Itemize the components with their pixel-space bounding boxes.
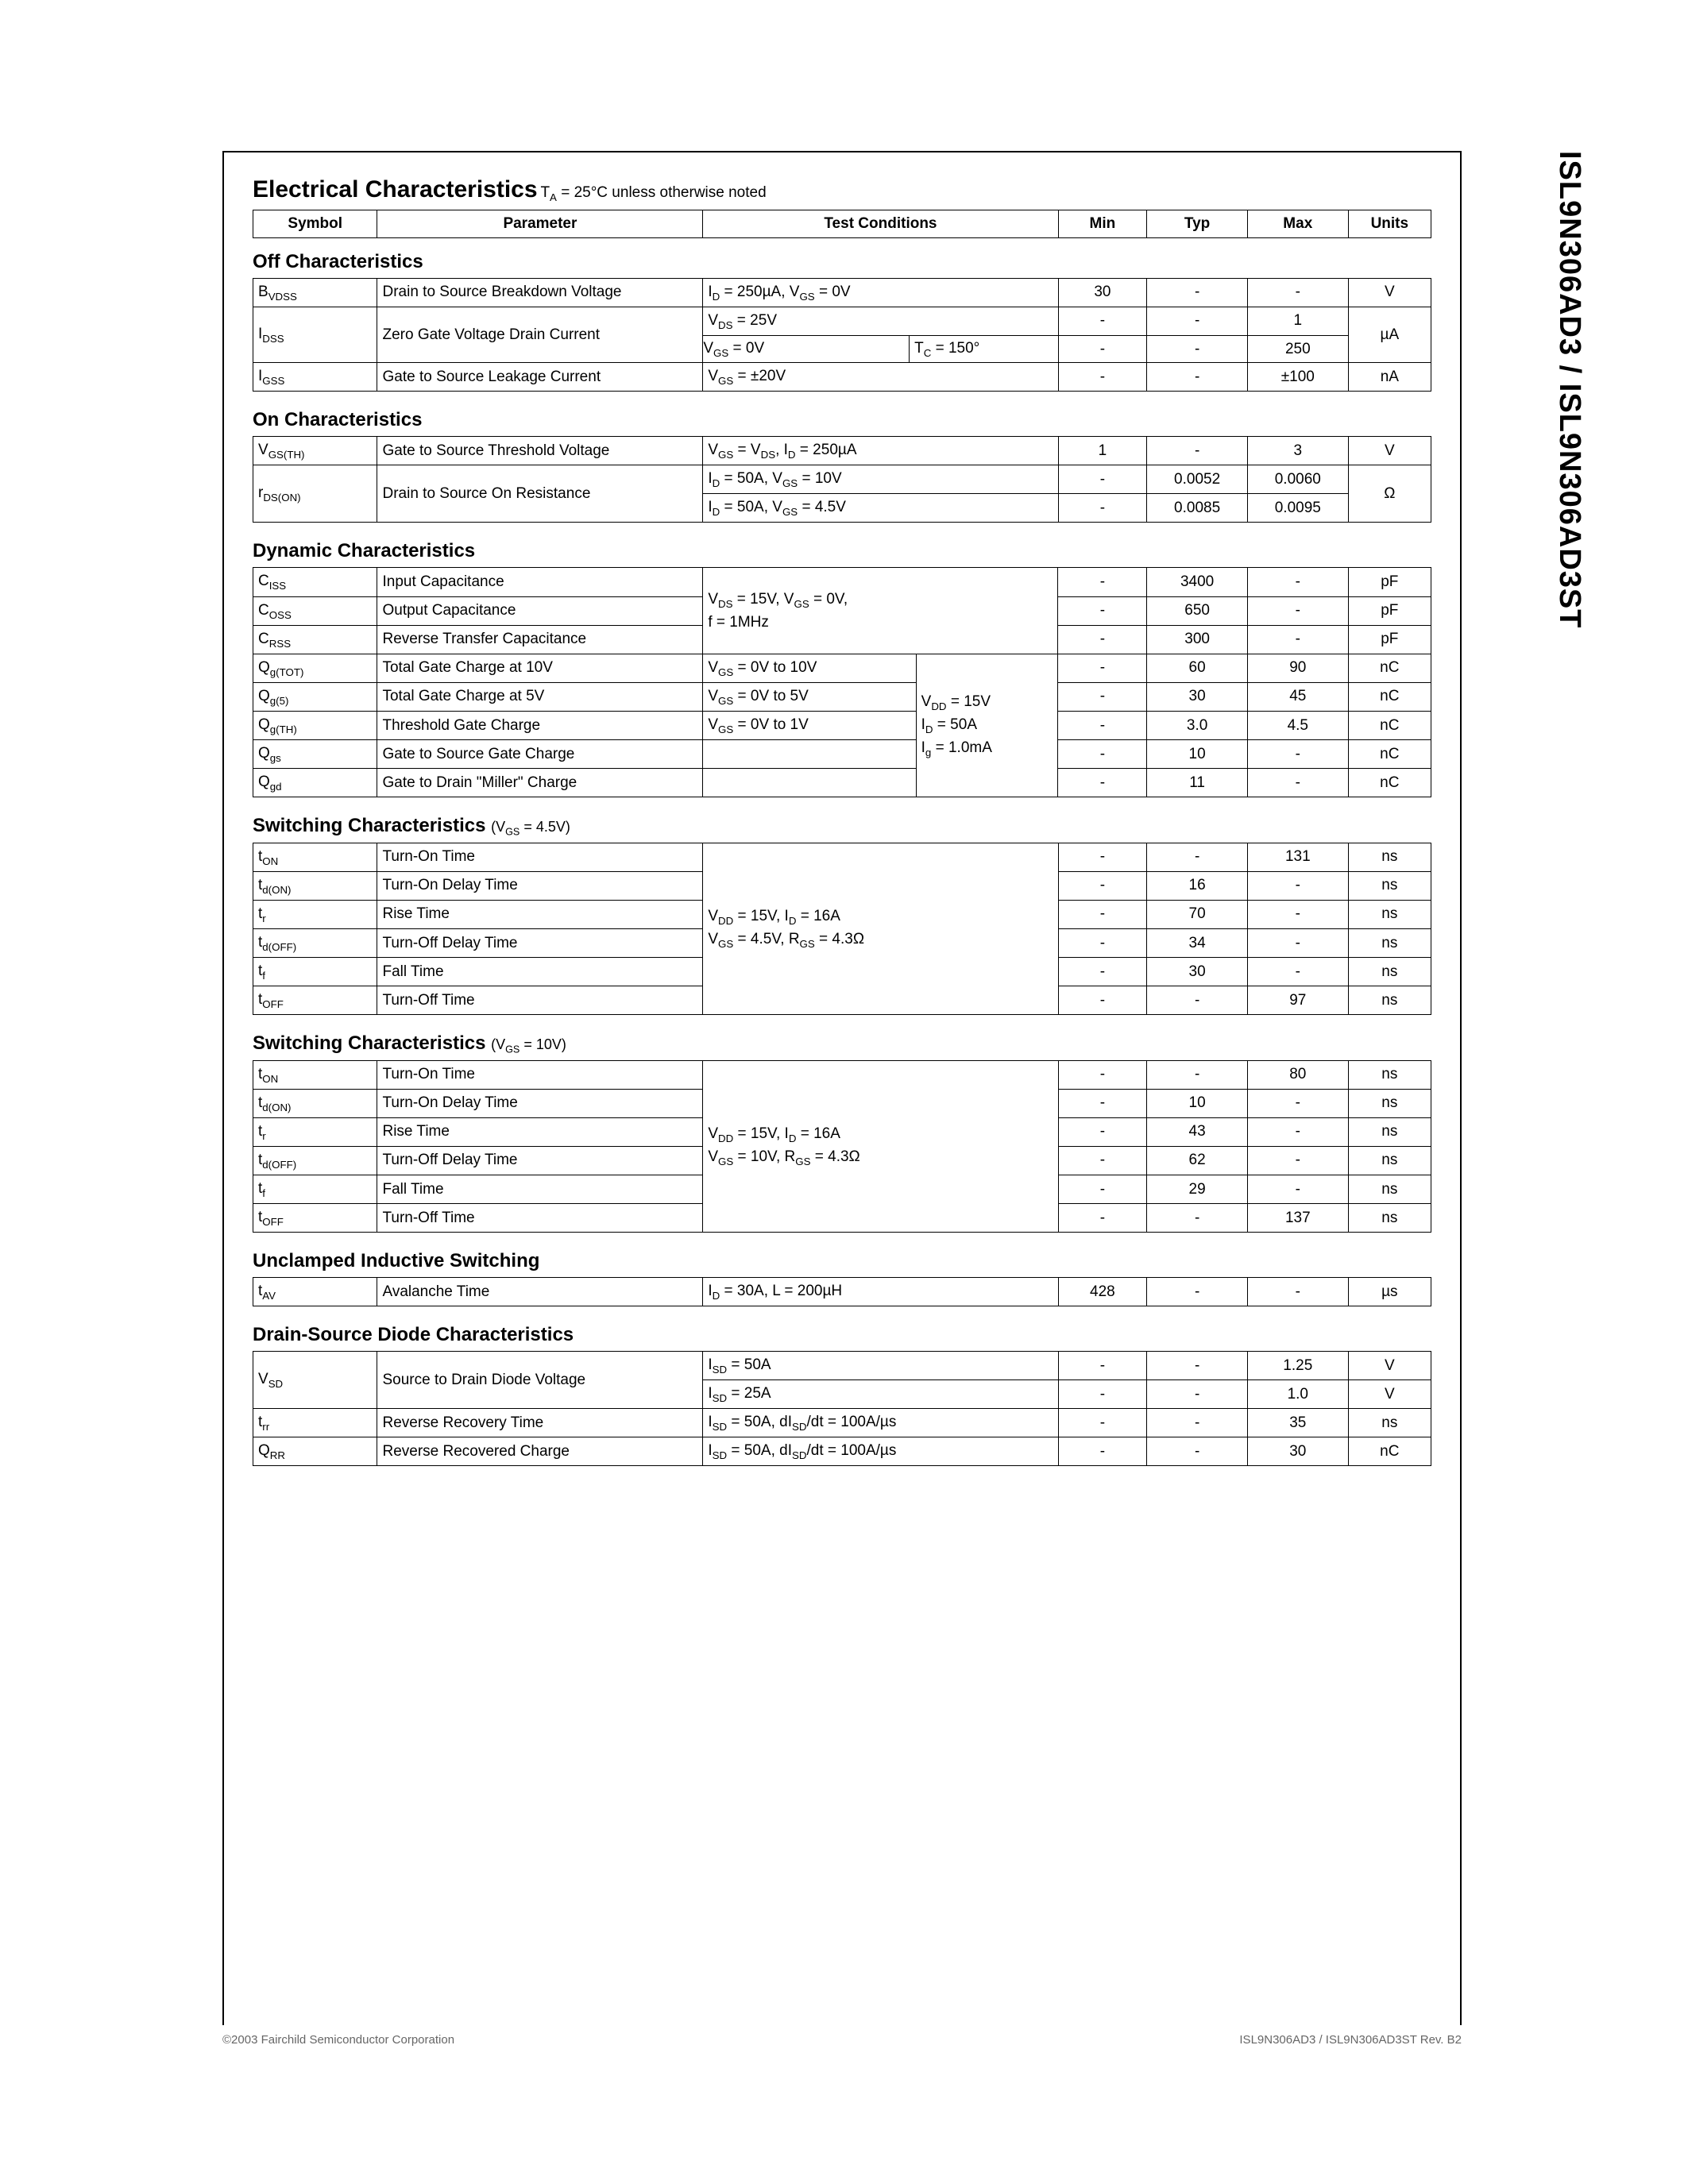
sw45-table: tONTurn-On Time VDD = 15V, ID = 16AVGS =… <box>253 843 1431 1015</box>
table-row: Qg(5)Total Gate Charge at 5VVGS = 0V to … <box>253 682 1431 711</box>
th-cond: Test Conditions <box>703 210 1058 238</box>
section-off: Off Characteristics <box>253 251 1431 273</box>
section-on: On Characteristics <box>253 409 1431 431</box>
table-row: IGSS Gate to Source Leakage Current VGS … <box>253 363 1431 392</box>
table-row: tONTurn-On Time VDD = 15V, ID = 16AVGS =… <box>253 843 1431 871</box>
off-table: BVDSS Drain to Source Breakdown Voltage … <box>253 278 1431 392</box>
table-row: QgdGate to Drain "Miller" Charge -11-nC <box>253 768 1431 797</box>
table-row: QRR Reverse Recovered Charge ISD = 50A, … <box>253 1437 1431 1466</box>
table-row: IDSS Zero Gate Voltage Drain Current VDS… <box>253 307 1431 335</box>
table-row: BVDSS Drain to Source Breakdown Voltage … <box>253 278 1431 307</box>
footer-copyright: ©2003 Fairchild Semiconductor Corporatio… <box>222 2033 454 2047</box>
th-units: Units <box>1348 210 1431 238</box>
sw10-table: tONTurn-On Time VDD = 15V, ID = 16AVGS =… <box>253 1060 1431 1233</box>
section-sw10: Switching Characteristics (VGS = 10V) <box>253 1032 1431 1055</box>
table-row: tONTurn-On Time VDD = 15V, ID = 16AVGS =… <box>253 1060 1431 1089</box>
diode-table: VSD Source to Drain Diode Voltage ISD = … <box>253 1351 1431 1466</box>
th-typ: Typ <box>1147 210 1248 238</box>
section-sw45: Switching Characteristics (VGS = 4.5V) <box>253 815 1431 838</box>
table-row: rDS(ON) Drain to Source On Resistance ID… <box>253 465 1431 494</box>
th-max: Max <box>1247 210 1348 238</box>
section-dyn: Dynamic Characteristics <box>253 540 1431 562</box>
dyn-table: CISS Input Capacitance VDS = 15V, VGS = … <box>253 567 1431 797</box>
footer-revision: ISL9N306AD3 / ISL9N306AD3ST Rev. B2 <box>1239 2033 1462 2047</box>
section-diode: Drain-Source Diode Characteristics <box>253 1324 1431 1346</box>
table-row: Qg(TOT)Total Gate Charge at 10V VGS = 0V… <box>253 654 1431 682</box>
page-frame: Electrical Characteristics TA = 25°C unl… <box>222 151 1462 2025</box>
table-row: Qg(TH)Threshold Gate ChargeVGS = 0V to 1… <box>253 711 1431 739</box>
th-parameter: Parameter <box>377 210 703 238</box>
table-row: CISS Input Capacitance VDS = 15V, VGS = … <box>253 568 1431 596</box>
on-table: VGS(TH) Gate to Source Threshold Voltage… <box>253 436 1431 523</box>
header-table: Symbol Parameter Test Conditions Min Typ… <box>253 210 1431 238</box>
th-symbol: Symbol <box>253 210 377 238</box>
table-row: VGS(TH) Gate to Source Threshold Voltage… <box>253 437 1431 465</box>
table-row: trr Reverse Recovery Time ISD = 50A, dIS… <box>253 1409 1431 1437</box>
table-row: tAV Avalanche Time ID = 30A, L = 200µH 4… <box>253 1277 1431 1306</box>
part-number-sidebar: ISL9N306AD3 / ISL9N306AD3ST <box>1539 151 1586 786</box>
table-row: QgsGate to Source Gate Charge -10-nC <box>253 739 1431 768</box>
table-row: VSD Source to Drain Diode Voltage ISD = … <box>253 1351 1431 1379</box>
uis-table: tAV Avalanche Time ID = 30A, L = 200µH 4… <box>253 1277 1431 1306</box>
main-title: Electrical Characteristics TA = 25°C unl… <box>253 176 1431 203</box>
th-min: Min <box>1058 210 1147 238</box>
section-uis: Unclamped Inductive Switching <box>253 1250 1431 1272</box>
